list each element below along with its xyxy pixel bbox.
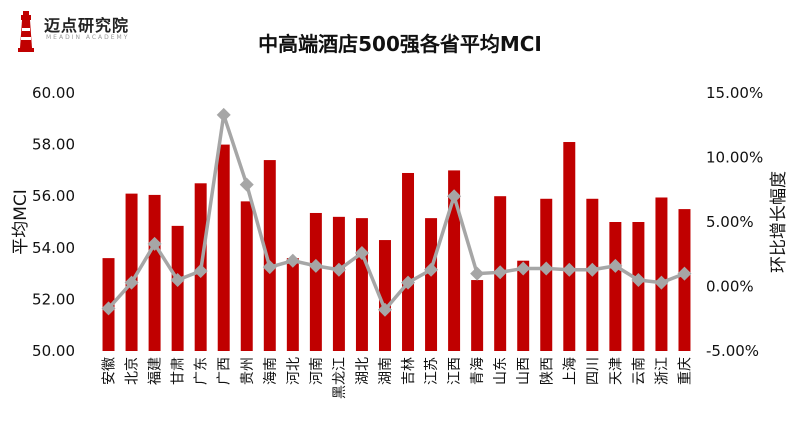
point-吉林	[401, 275, 416, 290]
right-axis-ticks: -5.00% 0.00% 5.00% 10.00% 15.00%	[706, 84, 763, 360]
bar-series	[102, 142, 691, 351]
category-label: 天津	[608, 357, 624, 385]
logo-text: 迈点研究院	[44, 16, 130, 35]
point-陕西	[539, 261, 554, 276]
bar-天津	[609, 222, 622, 351]
point-湖南	[377, 302, 392, 317]
bar-湖南	[378, 240, 391, 351]
line-series	[101, 107, 692, 317]
bar-河北	[286, 258, 299, 351]
left-axis-label: 平均MCI	[11, 189, 31, 255]
point-山西	[516, 261, 531, 276]
category-label: 海南	[263, 357, 279, 385]
point-河北	[285, 253, 300, 268]
right-tick-label: 15.00%	[706, 84, 763, 102]
category-label: 湖北	[355, 357, 371, 385]
bar-黑龙江	[332, 216, 345, 351]
point-湖北	[354, 245, 369, 260]
category-label: 北京	[125, 357, 141, 385]
category-label: 重庆	[677, 357, 693, 385]
bar-福建	[148, 194, 161, 351]
bar-吉林	[402, 172, 415, 351]
category-label: 江西	[447, 357, 463, 385]
bar-广西	[217, 144, 230, 351]
point-贵州	[239, 177, 254, 192]
category-label: 广东	[194, 357, 210, 385]
left-tick-label: 60.00	[32, 84, 75, 102]
point-甘肃	[170, 273, 185, 288]
left-tick-label: 58.00	[32, 136, 75, 154]
point-山东	[493, 265, 508, 280]
category-label: 黑龙江	[332, 357, 348, 399]
category-label: 山东	[493, 357, 509, 385]
category-label: 贵州	[240, 357, 256, 385]
category-label: 广西	[217, 357, 233, 385]
bar-河南	[309, 212, 322, 351]
point-海南	[262, 260, 277, 275]
category-label: 上海	[562, 357, 578, 385]
category-labels: 安徽 北京 福建 甘肃 广东 广西 贵州 海南 河北 河南 黑龙江 湖北 湖南 吉林 江苏 江西 青海 山东 山西陕…	[102, 357, 694, 399]
point-江西	[447, 189, 462, 204]
bar-江西	[448, 170, 461, 351]
right-tick-label: 0.00%	[706, 278, 754, 296]
bar-海南	[263, 160, 276, 351]
right-tick-label: 10.00%	[706, 149, 763, 167]
point-浙江	[654, 275, 669, 290]
chart-title: 中高端酒店500强各省平均MCI	[258, 32, 542, 56]
bar-江苏	[425, 218, 438, 351]
point-重庆	[677, 266, 692, 281]
category-label: 浙江	[654, 357, 670, 385]
right-tick-label: 5.00%	[706, 213, 754, 231]
point-广西	[216, 107, 231, 122]
category-label: 陕西	[539, 357, 555, 385]
left-axis-ticks: 50.00 52.00 54.00 56.00 58.00 60.00	[32, 84, 75, 360]
point-云南	[631, 273, 646, 288]
right-axis-label: 环比增长幅度	[769, 171, 789, 273]
category-label: 青海	[470, 357, 486, 385]
category-label: 湖南	[378, 357, 394, 385]
bar-北京	[125, 193, 138, 351]
category-label: 四川	[585, 357, 601, 385]
category-label: 河南	[309, 357, 325, 385]
bar-浙江	[655, 197, 668, 351]
left-tick-label: 56.00	[32, 187, 75, 205]
category-label: 福建	[148, 357, 164, 385]
right-tick-label: -5.00%	[706, 342, 759, 360]
point-安徽	[101, 301, 116, 316]
bar-贵州	[240, 201, 253, 351]
category-label: 吉林	[401, 357, 417, 385]
point-河南	[308, 258, 323, 273]
point-天津	[608, 258, 623, 273]
point-福建	[147, 236, 162, 251]
bar-青海	[471, 280, 484, 351]
bar-山西	[517, 260, 530, 351]
category-label: 安徽	[102, 357, 118, 385]
point-江苏	[424, 262, 439, 277]
bar-湖北	[355, 218, 368, 351]
bar-甘肃	[171, 225, 184, 351]
logo: 迈点研究院 MEADIN ACADEMY	[10, 10, 130, 60]
left-tick-label: 50.00	[32, 342, 75, 360]
category-label: 甘肃	[171, 357, 187, 385]
point-上海	[562, 262, 577, 277]
left-tick-label: 52.00	[32, 290, 75, 308]
logo-subtext: MEADIN ACADEMY	[46, 34, 130, 41]
lighthouse-icon	[18, 11, 34, 52]
point-北京	[124, 275, 139, 290]
point-广东	[193, 264, 208, 279]
category-label: 江苏	[424, 357, 440, 385]
bar-上海	[563, 142, 576, 351]
left-tick-label: 54.00	[32, 239, 75, 257]
point-黑龙江	[331, 262, 346, 277]
category-label: 山西	[516, 357, 532, 385]
point-四川	[585, 262, 600, 277]
category-label: 河北	[286, 357, 302, 385]
category-label: 云南	[631, 357, 647, 385]
point-青海	[470, 266, 485, 281]
